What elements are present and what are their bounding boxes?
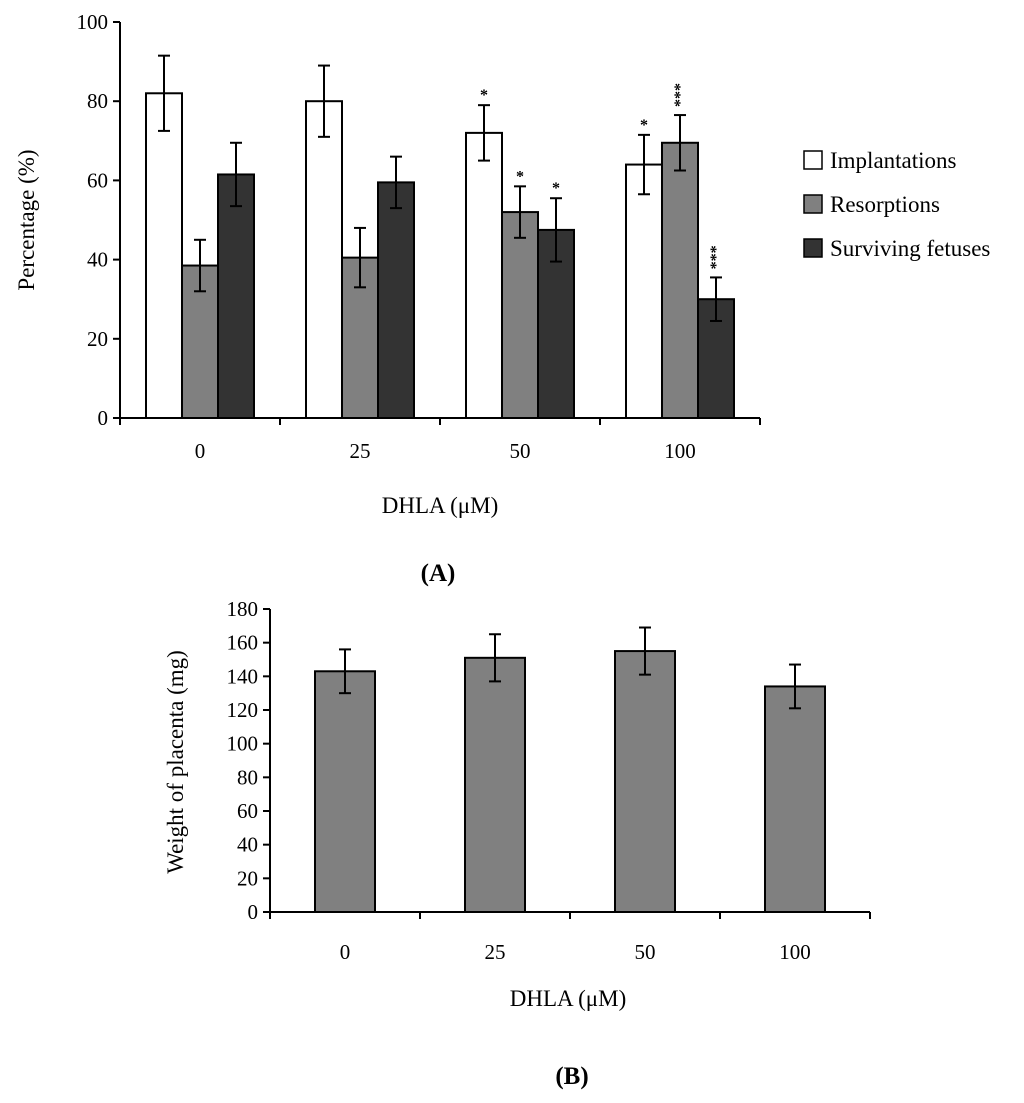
chart-a-y-tick-label: 40 [87, 248, 108, 272]
chart-b-y-tick-label: 40 [237, 833, 258, 857]
chart-b-x-axis-title: DHLA (μM) [510, 986, 626, 1011]
chart-a-bar [661, 141, 699, 419]
chart-a-bar [501, 211, 539, 419]
chart-a-legend-swatch [803, 238, 823, 258]
chart-a-y-tick-label: 0 [98, 406, 109, 430]
chart-b-x-tick-label: 25 [485, 940, 506, 964]
chart-a-legend-swatch [803, 194, 823, 214]
chart-b-marks: 0 20 40 60 80 100 120 140 160 180 0 25 50 100 [227, 597, 871, 964]
chart-a-bar [145, 92, 183, 419]
chart-panel-b: 0 20 40 60 80 100 120 140 160 180 0 25 50 100 Weight … [163, 597, 871, 1090]
chart-a-significance-marker: * [480, 87, 488, 104]
chart-b-y-tick-label: 80 [237, 765, 258, 789]
chart-b-x-tick-label: 0 [340, 940, 351, 964]
chart-b-y-tick-label: 160 [227, 631, 259, 655]
chart-a-legend-label: Implantations [830, 148, 957, 173]
chart-a-legend-swatch [803, 150, 823, 170]
chart-b-x-tick-label: 100 [779, 940, 811, 964]
chart-b-bar [764, 685, 826, 914]
chart-b-x-tick-label: 50 [635, 940, 656, 964]
chart-b-y-axis-title: Weight of placenta (mg) [163, 650, 188, 874]
chart-a-y-tick-label: 100 [77, 10, 109, 34]
chart-b-y-tick-label: 0 [248, 900, 259, 924]
chart-a-y-axis-title: Percentage (%) [14, 149, 39, 290]
chart-a-x-tick-label: 25 [350, 439, 371, 463]
chart-a-x-tick-label: 50 [510, 439, 531, 463]
chart-a-y-tick-label: 20 [87, 327, 108, 351]
chart-b-y-tick-label: 100 [227, 732, 259, 756]
chart-a-legend-label: Surviving fetuses [830, 236, 990, 261]
chart-a-x-tick-label: 100 [664, 439, 696, 463]
chart-a-y-tick-label: 80 [87, 89, 108, 113]
chart-b-bar [464, 656, 526, 913]
chart-a-bar [217, 173, 255, 419]
chart-a-bar [465, 131, 503, 419]
chart-a-panel-label: (A) [421, 560, 456, 587]
chart-a-significance-marker: *** [672, 83, 689, 107]
chart-a-significance-marker: * [516, 168, 524, 185]
chart-a-x-axis-title: DHLA (μM) [382, 493, 498, 518]
chart-a-significance-marker: * [552, 180, 560, 197]
chart-a-y-tick-label: 60 [87, 168, 108, 192]
chart-a-bar [305, 100, 343, 419]
chart-a-legend-label: Resorptions [830, 192, 940, 217]
chart-a-x-tick-label: 0 [195, 439, 206, 463]
chart-a-significance-marker: * [640, 117, 648, 134]
chart-b-y-tick-label: 60 [237, 799, 258, 823]
chart-b-y-tick-label: 180 [227, 597, 259, 621]
chart-a-legend: Implantations Resorptions Surviving fetuse… [803, 148, 990, 261]
chart-a-significance-marker: *** [708, 245, 725, 269]
chart-a-bar [377, 181, 415, 419]
chart-b-bar [614, 650, 676, 913]
chart-b-bar [314, 670, 376, 913]
chart-b-panel-label: (B) [555, 1063, 588, 1090]
chart-a-bar [625, 163, 663, 419]
chart-b-y-tick-label: 20 [237, 866, 258, 890]
chart-b-y-tick-label: 140 [227, 664, 259, 688]
chart-b-y-tick-label: 120 [227, 698, 259, 722]
